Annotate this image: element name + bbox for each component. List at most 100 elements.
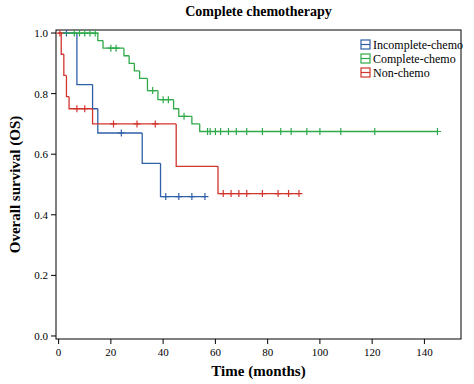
censor-mark	[165, 96, 172, 103]
x-tick	[424, 339, 425, 344]
y-tick-label: 0.2	[34, 269, 48, 281]
legend-line	[361, 72, 370, 73]
survival-step	[176, 124, 218, 166]
x-axis-label: Time (months)	[211, 363, 305, 380]
y-tick-label: 0.0	[34, 330, 48, 342]
survival-step	[98, 33, 103, 41]
x-tick	[215, 339, 216, 344]
censor-mark	[316, 128, 323, 135]
survival-step	[64, 54, 67, 75]
x-tick-label: 0	[56, 346, 62, 358]
censor-mark	[243, 190, 250, 197]
x-tick	[372, 339, 373, 344]
censor-mark	[235, 190, 242, 197]
censor-mark	[92, 30, 99, 37]
censor-mark	[285, 190, 292, 197]
censor-mark	[217, 128, 224, 135]
survival-step	[200, 124, 438, 132]
survival-step	[161, 163, 205, 196]
survival-step	[129, 56, 134, 64]
censor-mark	[225, 128, 232, 135]
x-tick-label: 140	[416, 346, 433, 358]
x-tick-label: 20	[105, 346, 117, 358]
survival-step	[174, 100, 179, 109]
survival-step	[93, 85, 98, 109]
x-tick	[110, 339, 111, 344]
censor-mark	[134, 120, 141, 127]
survival-step	[77, 33, 93, 85]
censor-mark	[233, 128, 240, 135]
y-tick	[51, 214, 56, 215]
censor-mark	[337, 128, 344, 135]
survival-step	[140, 71, 148, 79]
x-tick-label: 100	[312, 346, 329, 358]
legend-label: Incomplete-chemo	[373, 38, 463, 52]
censor-mark	[275, 190, 282, 197]
censor-mark	[259, 190, 266, 197]
survival-step	[69, 97, 93, 109]
survival-step	[124, 48, 129, 56]
survival-step	[134, 63, 139, 71]
title: Complete chemotherapy	[185, 4, 332, 19]
censor-mark	[56, 30, 63, 37]
censor-mark	[201, 193, 208, 200]
x-tick-label: 80	[262, 346, 274, 358]
x-tick-label: 60	[210, 346, 222, 358]
y-tick	[51, 93, 56, 94]
legend-swatch	[361, 54, 370, 63]
x-tick	[267, 339, 268, 344]
censor-mark	[181, 113, 188, 120]
censor-mark	[118, 130, 125, 137]
survival-step	[158, 91, 174, 100]
x-tick-label: 40	[158, 346, 170, 358]
y-tick	[51, 335, 56, 336]
x-tick	[163, 339, 164, 344]
censor-mark	[259, 128, 266, 135]
censor-mark	[188, 193, 195, 200]
legend: Incomplete-chemoComplete-chemoNon-chemo	[361, 38, 463, 80]
legend-swatch	[361, 68, 370, 77]
legend-label: Non-chemo	[373, 66, 430, 80]
censor-mark	[113, 45, 120, 52]
censor-mark	[434, 128, 441, 135]
chart: Complete chemotherapy 0.0 0.2 0.4 0.6 0.8 1.0 0…	[0, 0, 474, 384]
x-tick-label: 120	[364, 346, 381, 358]
censor-mark	[243, 128, 250, 135]
survival-step	[192, 116, 200, 124]
censor-mark	[162, 193, 169, 200]
y-tick-label: 1.0	[34, 27, 48, 39]
y-axis-label: Overall survival (OS)	[7, 116, 24, 254]
censor-mark	[152, 120, 159, 127]
censor-mark	[220, 190, 227, 197]
x-tick	[319, 339, 320, 344]
survival-step	[179, 109, 192, 117]
censor-mark	[277, 128, 284, 135]
censor-mark	[371, 128, 378, 135]
survival-step	[61, 33, 64, 54]
survival-step	[98, 109, 142, 133]
censor-mark	[110, 120, 117, 127]
legend-label: Complete-chemo	[373, 52, 456, 66]
survival-step	[93, 109, 177, 124]
censor-mark	[73, 105, 80, 112]
x-tick	[58, 339, 59, 344]
legend-swatch	[361, 40, 370, 49]
y-tick	[51, 275, 56, 276]
y-tick	[51, 33, 56, 34]
y-tick	[51, 154, 56, 155]
survival-step	[142, 133, 160, 163]
censor-mark	[81, 105, 88, 112]
plot-frame	[56, 30, 461, 339]
legend-line	[361, 44, 370, 45]
y-tick-label: 0.4	[34, 209, 48, 221]
survival-step	[218, 166, 299, 193]
censor-mark	[303, 128, 310, 135]
censor-mark	[228, 190, 235, 197]
survival-step	[66, 75, 69, 96]
censor-mark	[296, 190, 303, 197]
censor-mark	[288, 128, 295, 135]
y-tick-label: 0.6	[34, 148, 48, 160]
y-tick-label: 0.8	[34, 88, 48, 100]
survival-step	[103, 41, 124, 49]
legend-line	[361, 58, 370, 59]
